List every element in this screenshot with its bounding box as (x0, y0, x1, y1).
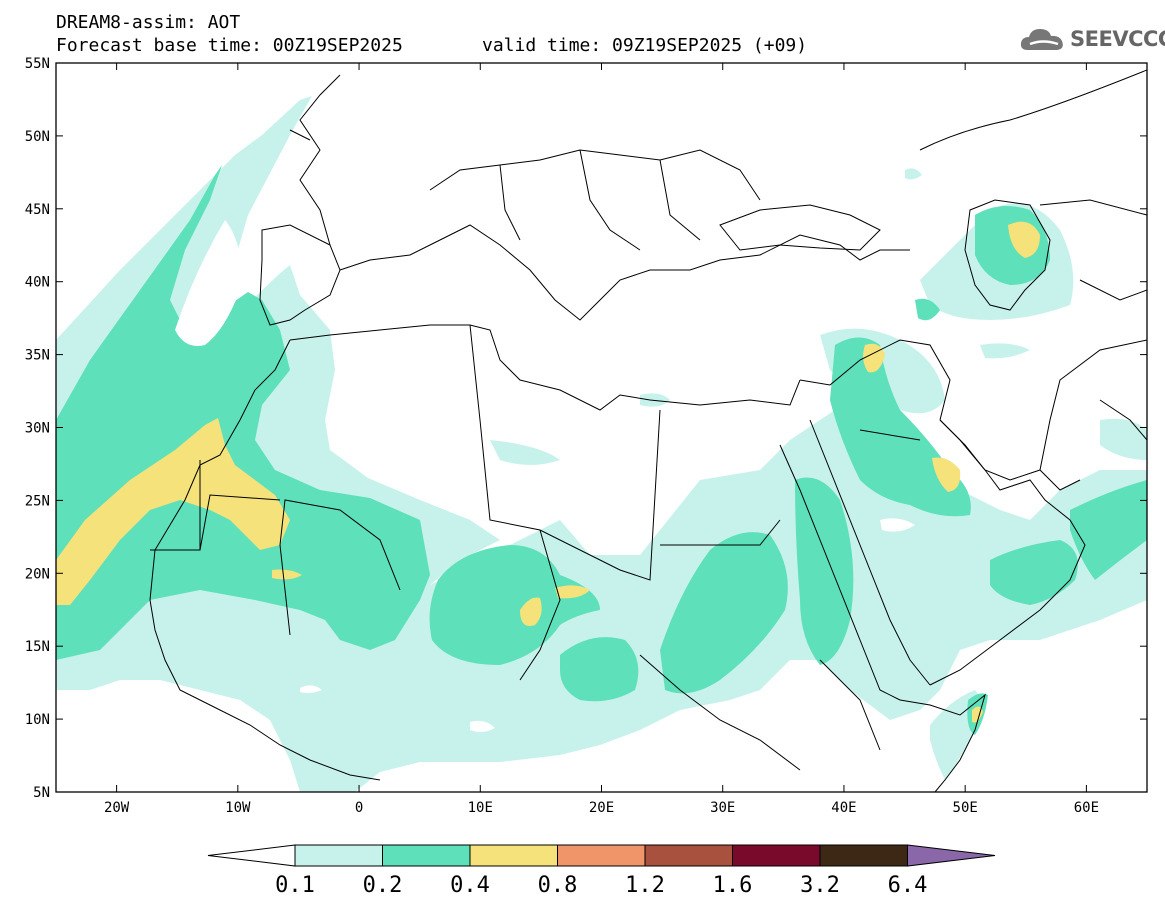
colorbar-legend: 0.1 0.2 0.4 0.8 1.2 1.6 3.2 6.4 (207, 844, 996, 898)
cloud-icon (1020, 29, 1063, 50)
longitude-label: 10W (225, 800, 251, 816)
latitude-label: 20N (25, 566, 50, 582)
longitude-label: 20W (104, 800, 130, 816)
colorbar-low-arrow (207, 844, 296, 867)
longitude-axis: 20W 10W 0 10E 20E 30E 40E 50E 60E (104, 63, 1099, 816)
borders-sahara (150, 324, 661, 681)
colorbar-segment (557, 844, 646, 867)
latitude-label: 10N (25, 712, 50, 728)
map-title: DREAM8-assim: AOT (56, 12, 241, 33)
aot-clear-areas (175, 220, 915, 733)
colorbar-label: 6.4 (888, 873, 928, 898)
colorbar-label: 0.4 (450, 873, 490, 898)
latitude-label: 55N (25, 56, 50, 72)
colorbar-label: 1.6 (713, 873, 753, 898)
borders-europe (429, 149, 761, 251)
latitude-axis: 55N 50N 45N 40N 35N 30N 25N 20N 15N 10N 5N (25, 56, 1147, 801)
coastline-red-sea (779, 419, 931, 701)
colorbar-segment (732, 844, 821, 867)
longitude-label: 40E (831, 800, 856, 816)
latitude-label: 15N (25, 639, 50, 655)
latitude-label: 25N (25, 493, 50, 509)
longitude-label: 50E (953, 800, 978, 816)
coastline-europe (339, 224, 910, 321)
coastline-caspian (964, 199, 1051, 311)
longitude-label: 30E (710, 800, 735, 816)
colorbar-high-arrow (907, 844, 996, 867)
forecast-base-time: Forecast base time: 00Z19SEP2025 (56, 35, 403, 56)
colorbar-segment (382, 844, 471, 867)
colorbar-label: 0.2 (363, 873, 403, 898)
borders-east-africa (639, 519, 881, 771)
longitude-label: 10E (468, 800, 493, 816)
latitude-label: 35N (25, 348, 50, 364)
colorbar-label: 0.8 (538, 873, 578, 898)
colorbar-label: 3.2 (800, 873, 840, 898)
boundaries (149, 69, 1147, 792)
colorbar-label: 1.2 (625, 873, 665, 898)
colorbar-segment (644, 844, 733, 867)
coastline-black-sea (719, 204, 881, 251)
latitude-label: 50N (25, 129, 50, 145)
latitude-label: 30N (25, 421, 50, 437)
latitude-label: 5N (33, 785, 50, 801)
colorbar-segment (294, 844, 383, 867)
coastline-france-britain (289, 74, 341, 246)
aot-band-0-4 (56, 221, 1040, 723)
coastline-north-africa (289, 324, 801, 411)
seevccc-logo: SEEVCCC (1018, 24, 1165, 56)
borders-middle-east (799, 339, 1147, 471)
latitude-label: 45N (25, 202, 50, 218)
latitude-label: 40N (25, 275, 50, 291)
aot-field (56, 96, 1147, 792)
coastline-iberia (259, 224, 341, 326)
coastline-west-africa (149, 339, 381, 781)
colorbar-segment (819, 844, 908, 867)
coastline-horn-of-africa (899, 693, 986, 792)
longitude-label: 0 (355, 800, 363, 816)
colorbar-segment (469, 844, 558, 867)
valid-time: valid time: 09Z19SEP2025 (+09) (482, 35, 808, 56)
borders-central-asia (919, 69, 1147, 441)
longitude-label: 60E (1074, 800, 1099, 816)
coastline-persian-gulf (939, 419, 1081, 491)
logo-text: SEEVCCC (1070, 27, 1165, 51)
colorbar-label: 0.1 (275, 873, 315, 898)
longitude-label: 20E (589, 800, 614, 816)
